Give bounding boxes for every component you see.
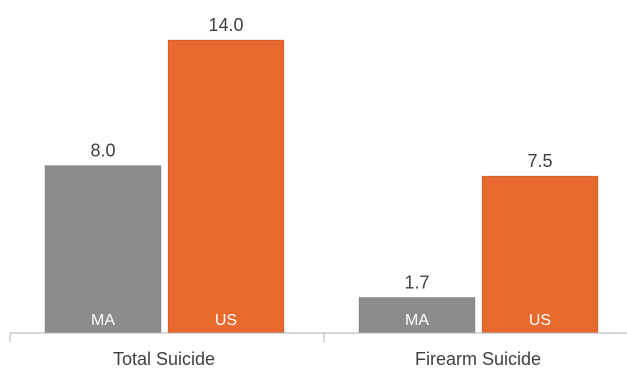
bar-ma-1 xyxy=(358,296,476,334)
bar-series-label: US xyxy=(215,312,237,329)
bar-series-label: US xyxy=(529,312,551,329)
value-label: 8.0 xyxy=(90,141,115,161)
value-label: 14.0 xyxy=(208,15,243,35)
value-label: 7.5 xyxy=(527,151,552,171)
category-label: Total Suicide xyxy=(113,349,215,369)
labels-layer: 8.0 MA 14.0 US Total Suicide 1.7 MA 7.5 US Firear… xyxy=(90,15,552,369)
value-label: 1.7 xyxy=(404,272,429,292)
bar-us-0 xyxy=(167,39,285,334)
bar-series-label: MA xyxy=(91,312,115,329)
bar-series-label: MA xyxy=(405,312,429,329)
category-label: Firearm Suicide xyxy=(415,349,541,369)
bars-layer xyxy=(44,39,599,334)
bar-us-1 xyxy=(481,175,599,334)
bar-ma-0 xyxy=(44,165,162,334)
